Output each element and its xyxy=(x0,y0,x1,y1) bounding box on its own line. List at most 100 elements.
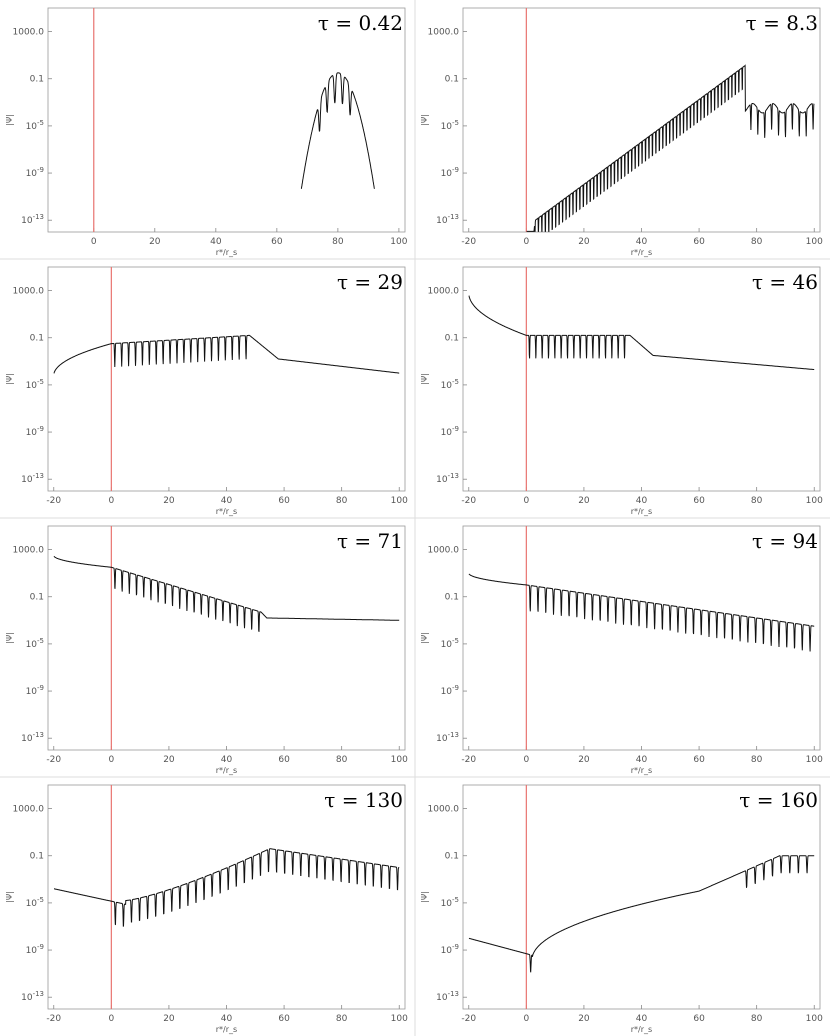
y-axis-label: |Ψ| xyxy=(5,373,14,385)
tau-label: τ = 130 xyxy=(324,788,403,812)
y-tick-label: 0.1 xyxy=(445,593,459,603)
y-tick-label: 1000.0 xyxy=(13,287,45,297)
wave-amplitude-line xyxy=(300,72,375,189)
x-tick-label: 0 xyxy=(523,1014,529,1024)
y-tick-label: 10-5 xyxy=(26,378,44,391)
y-tick-label: 10-5 xyxy=(26,896,44,909)
x-tick-label: 80 xyxy=(336,496,348,506)
x-tick-label: 100 xyxy=(806,237,823,247)
tau-label: τ = 29 xyxy=(337,270,403,294)
x-tick-label: 40 xyxy=(221,755,233,765)
x-tick-label: 60 xyxy=(693,496,705,506)
x-tick-label: 60 xyxy=(271,237,283,247)
x-tick-label: 40 xyxy=(636,496,648,506)
y-tick-label: 10-9 xyxy=(441,166,459,179)
x-tick-label: 20 xyxy=(578,496,590,506)
y-axis-label: |Ψ| xyxy=(420,373,429,385)
x-tick-label: 60 xyxy=(693,237,705,247)
chart-panel: 1000.0 0.1 10-5 10-9 10-13 -20 0 20 40 60 80 100 |Ψ|… xyxy=(5,266,408,516)
x-tick-label: 60 xyxy=(278,1014,290,1024)
x-tick-label: 40 xyxy=(210,237,222,247)
x-tick-label: -20 xyxy=(46,496,61,506)
plot-frame xyxy=(47,266,406,492)
x-tick-label: 20 xyxy=(578,237,590,247)
y-tick-label: 0.1 xyxy=(30,75,44,85)
x-tick-label: 100 xyxy=(390,237,407,247)
wave-amplitude-line xyxy=(526,64,815,232)
x-tick-label: 80 xyxy=(336,1014,348,1024)
wave-amplitude-line xyxy=(468,573,815,652)
y-tick-label: 10-13 xyxy=(21,731,44,744)
x-tick-label: 0 xyxy=(91,237,97,247)
x-tick-label: 20 xyxy=(163,755,175,765)
x-tick-label: 20 xyxy=(578,755,590,765)
tau-label: τ = 8.3 xyxy=(746,11,818,35)
plot-frame xyxy=(47,525,406,751)
x-tick-label: 0 xyxy=(523,496,529,506)
chart-panel: 1000.0 0.1 10-5 10-9 10-13 -20 0 20 40 60 80 100 |Ψ|… xyxy=(5,784,408,1034)
x-tick-label: 40 xyxy=(636,755,648,765)
y-axis-label: |Ψ| xyxy=(420,891,429,903)
x-tick-label: 80 xyxy=(336,755,348,765)
x-tick-label: 60 xyxy=(278,755,290,765)
x-tick-label: -20 xyxy=(461,755,476,765)
x-tick-label: 80 xyxy=(751,755,763,765)
x-tick-label: 0 xyxy=(108,755,114,765)
x-tick-label: 80 xyxy=(751,237,763,247)
y-tick-label: 1000.0 xyxy=(428,805,460,815)
x-tick-label: 40 xyxy=(221,1014,233,1024)
x-tick-label: 20 xyxy=(149,237,161,247)
x-tick-label: 100 xyxy=(391,1014,408,1024)
x-axis-label: r*/r_s xyxy=(631,248,652,257)
x-tick-label: 100 xyxy=(806,1014,823,1024)
x-tick-label: 0 xyxy=(108,1014,114,1024)
y-tick-label: 0.1 xyxy=(445,852,459,862)
plot-frame xyxy=(462,784,821,1010)
chart-panel: 1000.0 0.1 10-5 10-9 10-13 0 20 40 60 80 100 |Ψ| r*/… xyxy=(5,7,408,257)
x-tick-label: 80 xyxy=(751,1014,763,1024)
y-tick-label: 0.1 xyxy=(445,75,459,85)
tau-label: τ = 94 xyxy=(752,529,818,553)
plot-frame xyxy=(47,7,406,233)
x-tick-label: 60 xyxy=(278,496,290,506)
y-tick-label: 10-13 xyxy=(21,213,44,226)
y-axis-label: |Ψ| xyxy=(5,632,14,644)
x-axis-label: r*/r_s xyxy=(216,1025,237,1034)
x-tick-label: 20 xyxy=(578,1014,590,1024)
y-tick-label: 10-13 xyxy=(436,472,459,485)
x-tick-label: 60 xyxy=(693,1014,705,1024)
y-tick-label: 10-9 xyxy=(26,166,44,179)
x-tick-label: 0 xyxy=(523,755,529,765)
x-tick-label: 60 xyxy=(693,755,705,765)
y-tick-label: 10-5 xyxy=(441,637,459,650)
tau-label: τ = 46 xyxy=(752,270,818,294)
y-axis-label: |Ψ| xyxy=(5,891,14,903)
wave-amplitude-line xyxy=(53,334,400,374)
chart-panel: 1000.0 0.1 10-5 10-9 10-13 -20 0 20 40 60 80 100 |Ψ|… xyxy=(420,784,823,1034)
x-tick-label: 100 xyxy=(391,755,408,765)
y-axis-label: |Ψ| xyxy=(5,114,14,126)
y-tick-label: 10-9 xyxy=(441,943,459,956)
y-tick-label: 10-5 xyxy=(26,637,44,650)
y-tick-label: 10-9 xyxy=(26,425,44,438)
wave-amplitude-line xyxy=(53,848,400,927)
y-tick-label: 0.1 xyxy=(30,593,44,603)
plot-frame xyxy=(47,784,406,1010)
y-tick-label: 1000.0 xyxy=(13,546,45,556)
x-tick-label: -20 xyxy=(461,496,476,506)
x-tick-label: -20 xyxy=(461,1014,476,1024)
y-tick-label: 10-13 xyxy=(436,213,459,226)
x-tick-label: 40 xyxy=(221,496,233,506)
y-tick-label: 10-9 xyxy=(441,425,459,438)
x-tick-label: 20 xyxy=(163,1014,175,1024)
wave-amplitude-line xyxy=(53,555,400,632)
y-tick-label: 10-9 xyxy=(26,684,44,697)
wave-amplitude-line xyxy=(468,295,815,371)
y-tick-label: 1000.0 xyxy=(13,28,45,38)
x-tick-label: -20 xyxy=(461,237,476,247)
plot-frame xyxy=(462,525,821,751)
y-tick-label: 0.1 xyxy=(445,334,459,344)
y-tick-label: 10-13 xyxy=(436,731,459,744)
x-axis-label: r*/r_s xyxy=(216,507,237,516)
